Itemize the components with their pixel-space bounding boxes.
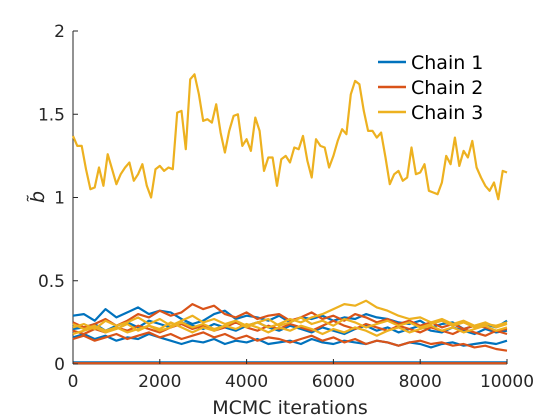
x-tick-label: 2000	[138, 372, 181, 392]
x-tick-label: 4000	[225, 372, 268, 392]
y-tick-label: 2	[54, 22, 65, 42]
series-line-3	[71, 73, 508, 201]
x-tick-label: 8000	[399, 372, 442, 392]
plot-area	[73, 31, 507, 364]
series-layer	[71, 73, 508, 365]
y-tick-label: 0	[54, 355, 65, 375]
legend: Chain 1 Chain 2 Chain 3	[378, 52, 483, 124]
legend-label-3: Chain 3	[411, 102, 483, 124]
series-line-5	[72, 332, 508, 349]
y-axis-label: b̃	[27, 191, 49, 203]
series-line-7	[72, 303, 508, 332]
x-tick-label: 0	[68, 372, 79, 392]
y-tick-label: 0.5	[38, 272, 65, 292]
series-line-12	[72, 314, 508, 331]
legend-label-2: Chain 2	[411, 77, 483, 99]
series-line-11	[72, 321, 508, 337]
legend-label-1: Chain 1	[411, 52, 483, 74]
y-tick-label: 1	[54, 189, 65, 209]
ticks-layer: 0 2000 4000 6000 8000 10000 0 0.5 1 1.5 2	[38, 22, 534, 392]
x-tick-label: 10000	[480, 372, 534, 392]
y-tick-label: 1.5	[38, 105, 65, 125]
axes-box	[72, 31, 507, 365]
x-axis-label: MCMC iterations	[212, 397, 368, 419]
x-tick-label: 6000	[312, 372, 355, 392]
series-line-8	[72, 331, 508, 352]
